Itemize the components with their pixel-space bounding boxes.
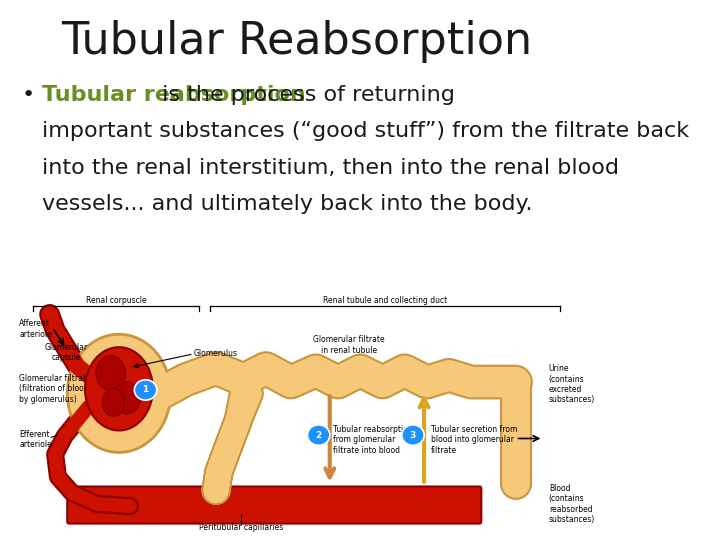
Text: Glomerular
capsule: Glomerular capsule: [45, 343, 88, 362]
Text: is the process of returning: is the process of returning: [156, 85, 455, 105]
Circle shape: [402, 425, 424, 446]
Text: Tubular reabsorption: Tubular reabsorption: [42, 85, 305, 105]
Text: 3: 3: [410, 430, 416, 440]
Text: Peritubular capillaries: Peritubular capillaries: [199, 523, 283, 532]
Text: •: •: [22, 85, 35, 105]
Text: Glomerular filtration
(filtration of blood plasma
by glomerulus): Glomerular filtration (filtration of blo…: [19, 374, 119, 404]
Text: Renal tubule and collecting duct: Renal tubule and collecting duct: [323, 296, 447, 306]
Text: vessels... and ultimately back into the body.: vessels... and ultimately back into the …: [42, 194, 532, 214]
Text: 1: 1: [143, 386, 149, 394]
Text: Tubular secretion from
blood into glomerular
filtrate: Tubular secretion from blood into glomer…: [431, 424, 517, 455]
FancyBboxPatch shape: [67, 487, 481, 524]
Ellipse shape: [114, 382, 140, 414]
Text: Glomerular filtrate
in renal tubule: Glomerular filtrate in renal tubule: [313, 335, 385, 355]
Ellipse shape: [85, 347, 153, 430]
Text: Glomerulus: Glomerulus: [194, 349, 238, 359]
Text: Tubular reabsorption
from glomerular
filtrate into blood: Tubular reabsorption from glomerular fil…: [333, 424, 413, 455]
Ellipse shape: [96, 355, 125, 390]
Text: Tubular Reabsorption: Tubular Reabsorption: [61, 20, 532, 63]
Circle shape: [307, 425, 330, 446]
Ellipse shape: [102, 388, 125, 416]
Text: Renal corpuscle: Renal corpuscle: [86, 296, 146, 306]
Ellipse shape: [67, 334, 171, 453]
Text: important substances (“good stuff”) from the filtrate back: important substances (“good stuff”) from…: [42, 121, 688, 141]
Text: Efferent
arteriole: Efferent arteriole: [19, 430, 52, 449]
Text: Urine
(contains
excreted
substances): Urine (contains excreted substances): [549, 364, 595, 404]
Text: Afferent
arteriole: Afferent arteriole: [19, 319, 52, 339]
Circle shape: [135, 380, 157, 400]
Text: 2: 2: [315, 430, 322, 440]
Text: into the renal interstitium, then into the renal blood: into the renal interstitium, then into t…: [42, 158, 618, 178]
Text: Blood
(contains
reabsorbed
substances): Blood (contains reabsorbed substances): [549, 484, 595, 524]
